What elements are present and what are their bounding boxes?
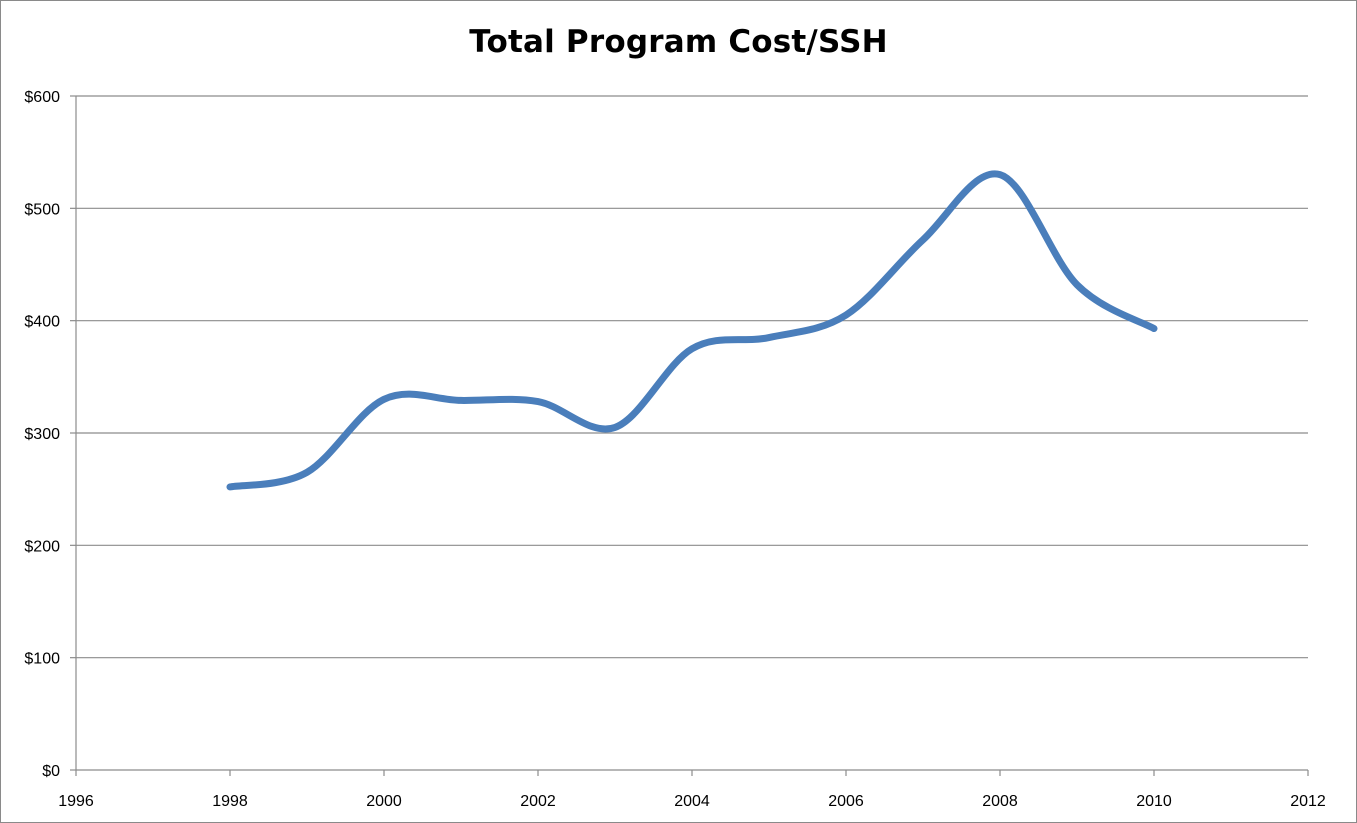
series-line <box>226 170 1158 491</box>
y-tick-label: $500 <box>24 201 60 218</box>
y-tick-label: $200 <box>24 538 60 555</box>
y-tick-labels: $0 $100 $200 $300 $400 $500 $600 <box>24 89 60 780</box>
x-tick-label: 2004 <box>674 793 710 810</box>
y-tick-label: $0 <box>42 763 60 780</box>
x-tick-label: 1996 <box>58 793 94 810</box>
y-tick-label: $600 <box>24 89 60 106</box>
axes <box>70 95 1309 776</box>
series <box>226 170 1158 491</box>
chart-title: Total Program Cost/SSH <box>469 24 888 60</box>
x-tick-labels: 1996 1998 2000 2002 2004 2006 2008 2010 2012 <box>58 793 1326 810</box>
y-tick-label: $300 <box>24 426 60 443</box>
x-tick-label: 2002 <box>520 793 556 810</box>
x-tick-label: 2012 <box>1290 793 1326 810</box>
x-tick-label: 2006 <box>828 793 864 810</box>
x-tick-label: 1998 <box>212 793 248 810</box>
y-tick-label: $400 <box>24 314 60 331</box>
x-tick-label: 2010 <box>1136 793 1172 810</box>
y-tick-label: $100 <box>24 651 60 668</box>
x-tick-label: 2008 <box>982 793 1018 810</box>
gridlines <box>76 95 1308 659</box>
x-tick-label: 2000 <box>366 793 402 810</box>
